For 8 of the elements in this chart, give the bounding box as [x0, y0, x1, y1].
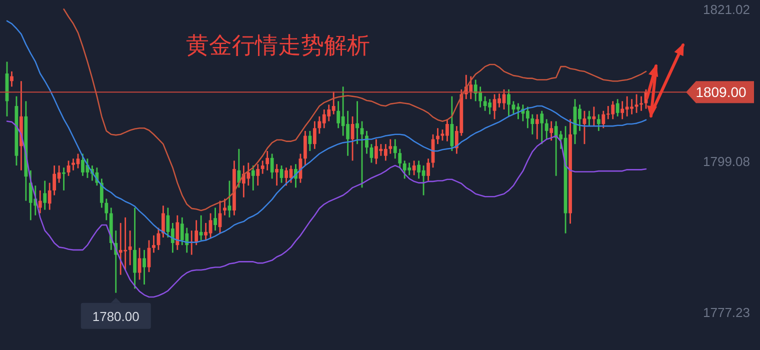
y-tick-label: 1799.08: [703, 154, 750, 169]
y-tick-label: 1821.02: [703, 2, 750, 17]
annotation: 1780.00: [92, 308, 140, 324]
ref-line-label: 1809.00: [696, 84, 747, 100]
y-tick-label: 1777.23: [703, 305, 750, 320]
line-series: [6, 120, 647, 298]
text: 黄金行情走势解析: [186, 32, 370, 58]
line-series: [63, 8, 647, 212]
